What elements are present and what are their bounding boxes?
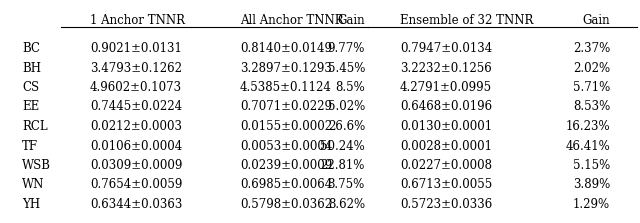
Text: All Anchor TNNR: All Anchor TNNR — [240, 14, 344, 27]
Text: BC: BC — [22, 42, 40, 55]
Text: 5.45%: 5.45% — [328, 62, 365, 74]
Text: 0.0239±0.0009: 0.0239±0.0009 — [240, 159, 332, 172]
Text: 3.89%: 3.89% — [573, 178, 610, 192]
Text: 8.53%: 8.53% — [573, 101, 610, 114]
Text: 0.5723±0.0336: 0.5723±0.0336 — [400, 198, 492, 211]
Text: WSB: WSB — [22, 159, 51, 172]
Text: 22.81%: 22.81% — [321, 159, 365, 172]
Text: 1.29%: 1.29% — [573, 198, 610, 211]
Text: 0.6344±0.0363: 0.6344±0.0363 — [90, 198, 182, 211]
Text: TF: TF — [22, 140, 38, 153]
Text: Gain: Gain — [337, 14, 365, 27]
Text: 0.0155±0.0002: 0.0155±0.0002 — [240, 120, 332, 133]
Text: 0.6985±0.0064: 0.6985±0.0064 — [240, 178, 332, 192]
Text: 0.0053±0.0004: 0.0053±0.0004 — [240, 140, 332, 153]
Text: EE: EE — [22, 101, 39, 114]
Text: 8.75%: 8.75% — [328, 178, 365, 192]
Text: 5.15%: 5.15% — [573, 159, 610, 172]
Text: 4.9602±0.1073: 4.9602±0.1073 — [90, 81, 182, 94]
Text: 46.41%: 46.41% — [565, 140, 610, 153]
Text: 0.0309±0.0009: 0.0309±0.0009 — [90, 159, 182, 172]
Text: 0.7071±0.0229: 0.7071±0.0229 — [240, 101, 332, 114]
Text: Ensemble of 32 TNNR: Ensemble of 32 TNNR — [400, 14, 533, 27]
Text: 0.8140±0.0149: 0.8140±0.0149 — [240, 42, 332, 55]
Text: 9.77%: 9.77% — [328, 42, 365, 55]
Text: WN: WN — [22, 178, 44, 192]
Text: 5.02%: 5.02% — [328, 101, 365, 114]
Text: 8.62%: 8.62% — [328, 198, 365, 211]
Text: 0.0028±0.0001: 0.0028±0.0001 — [400, 140, 492, 153]
Text: 4.5385±0.1124: 4.5385±0.1124 — [240, 81, 332, 94]
Text: YH: YH — [22, 198, 40, 211]
Text: 0.9021±0.0131: 0.9021±0.0131 — [90, 42, 182, 55]
Text: 0.0212±0.0003: 0.0212±0.0003 — [90, 120, 182, 133]
Text: 5.71%: 5.71% — [573, 81, 610, 94]
Text: 3.2232±0.1256: 3.2232±0.1256 — [400, 62, 492, 74]
Text: 0.7654±0.0059: 0.7654±0.0059 — [90, 178, 182, 192]
Text: 0.6713±0.0055: 0.6713±0.0055 — [400, 178, 492, 192]
Text: 2.37%: 2.37% — [573, 42, 610, 55]
Text: RCL: RCL — [22, 120, 47, 133]
Text: 4.2791±0.0995: 4.2791±0.0995 — [400, 81, 492, 94]
Text: 0.7445±0.0224: 0.7445±0.0224 — [90, 101, 182, 114]
Text: 3.4793±0.1262: 3.4793±0.1262 — [90, 62, 182, 74]
Text: 0.0106±0.0004: 0.0106±0.0004 — [90, 140, 182, 153]
Text: 0.6468±0.0196: 0.6468±0.0196 — [400, 101, 492, 114]
Text: 0.0227±0.0008: 0.0227±0.0008 — [400, 159, 492, 172]
Text: 50.24%: 50.24% — [320, 140, 365, 153]
Text: 8.5%: 8.5% — [335, 81, 365, 94]
Text: 0.5798±0.0362: 0.5798±0.0362 — [240, 198, 332, 211]
Text: 26.6%: 26.6% — [328, 120, 365, 133]
Text: BH: BH — [22, 62, 41, 74]
Text: CS: CS — [22, 81, 39, 94]
Text: 0.7947±0.0134: 0.7947±0.0134 — [400, 42, 492, 55]
Text: 1 Anchor TNNR: 1 Anchor TNNR — [90, 14, 185, 27]
Text: Gain: Gain — [582, 14, 610, 27]
Text: 3.2897±0.1293: 3.2897±0.1293 — [240, 62, 332, 74]
Text: 0.0130±0.0001: 0.0130±0.0001 — [400, 120, 492, 133]
Text: 2.02%: 2.02% — [573, 62, 610, 74]
Text: 16.23%: 16.23% — [565, 120, 610, 133]
